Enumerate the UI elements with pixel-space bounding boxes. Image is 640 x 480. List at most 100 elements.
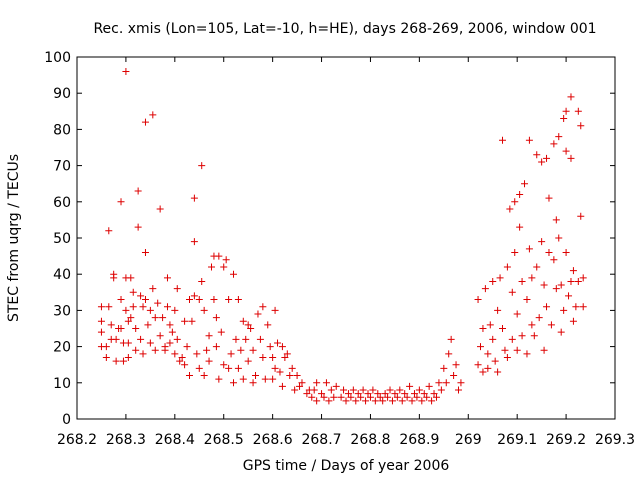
data-point [401, 390, 409, 398]
data-point [232, 335, 240, 343]
data-point [327, 386, 335, 394]
data-point [342, 397, 350, 405]
data-point [435, 379, 443, 387]
data-point [286, 372, 294, 380]
x-tick-label: 268.4 [155, 432, 195, 448]
data-point [198, 277, 206, 285]
data-point [266, 343, 274, 351]
data-point [117, 296, 125, 304]
data-point [415, 386, 423, 394]
data-point [188, 317, 196, 325]
data-point [364, 390, 372, 398]
data-point [516, 223, 524, 231]
data-point [489, 335, 497, 343]
data-point [127, 274, 135, 282]
data-point [454, 386, 462, 394]
y-tick-label: 30 [53, 303, 71, 319]
x-tick-label: 269 [455, 432, 482, 448]
data-point [418, 397, 426, 405]
data-point [410, 390, 418, 398]
data-point [156, 205, 164, 213]
data-point [247, 325, 255, 332]
data-point [406, 382, 414, 390]
data-point [518, 332, 526, 340]
data-point [139, 303, 147, 311]
data-point [124, 339, 132, 347]
data-point [222, 256, 230, 264]
y-tick-label: 80 [53, 122, 71, 138]
data-point [205, 357, 213, 365]
data-point [349, 386, 357, 394]
data-point [264, 321, 272, 329]
x-tick-label: 268.9 [399, 432, 439, 448]
data-point [288, 364, 296, 372]
data-point [398, 397, 406, 405]
data-point [496, 274, 504, 282]
data-point [521, 180, 529, 188]
data-point [425, 382, 433, 390]
plot-frame [76, 56, 616, 420]
y-tick-label: 90 [53, 86, 71, 102]
data-point [506, 205, 514, 213]
data-point [166, 339, 174, 347]
data-point [244, 321, 252, 329]
data-point [525, 245, 533, 253]
data-point [215, 252, 223, 260]
data-point [190, 194, 198, 202]
data-point [430, 390, 438, 398]
data-point [567, 154, 575, 162]
data-point [149, 285, 157, 293]
data-point [484, 364, 492, 372]
data-point [185, 296, 193, 304]
data-point [423, 393, 431, 401]
data-point [562, 248, 570, 256]
data-point [388, 397, 396, 405]
data-point [271, 306, 279, 314]
data-point [163, 274, 171, 282]
data-point [499, 325, 507, 332]
data-point [117, 198, 125, 206]
data-point [555, 234, 563, 242]
data-point [313, 397, 321, 405]
data-point [403, 393, 411, 401]
data-point [552, 285, 560, 293]
data-point [308, 393, 316, 401]
data-point [547, 321, 555, 329]
y-tick-label: 60 [53, 195, 71, 211]
data-point [530, 332, 538, 340]
data-point [212, 343, 220, 351]
x-tick-label: 268.8 [350, 432, 390, 448]
data-point [141, 118, 149, 126]
data-point [185, 372, 193, 380]
data-point [146, 339, 154, 347]
data-point [256, 335, 264, 343]
data-point [154, 299, 162, 307]
x-axis: 268.2 268.3 268.4 268.5 268.6 268.7 268.8 268.9… [57, 57, 635, 448]
data-point [540, 346, 548, 354]
data-point [574, 107, 582, 115]
data-point [239, 375, 247, 383]
data-point [171, 350, 179, 358]
data-point [161, 346, 169, 354]
data-point [562, 107, 570, 115]
data-point [325, 397, 333, 405]
data-point [511, 198, 519, 206]
data-point [124, 317, 132, 325]
y-tick-label: 40 [53, 267, 71, 283]
data-point [359, 386, 367, 394]
data-point [533, 151, 541, 159]
data-point [291, 386, 299, 394]
data-point [173, 335, 181, 343]
data-point [254, 310, 262, 318]
data-point [163, 303, 171, 311]
data-point [440, 364, 448, 372]
data-point [117, 325, 125, 332]
y-tick-label: 20 [53, 340, 71, 356]
data-point [112, 357, 120, 365]
data-point [303, 390, 311, 398]
data-point [494, 368, 502, 376]
data-point [562, 147, 570, 155]
data-point [552, 216, 560, 224]
data-point [176, 357, 184, 365]
data-point [313, 379, 321, 387]
